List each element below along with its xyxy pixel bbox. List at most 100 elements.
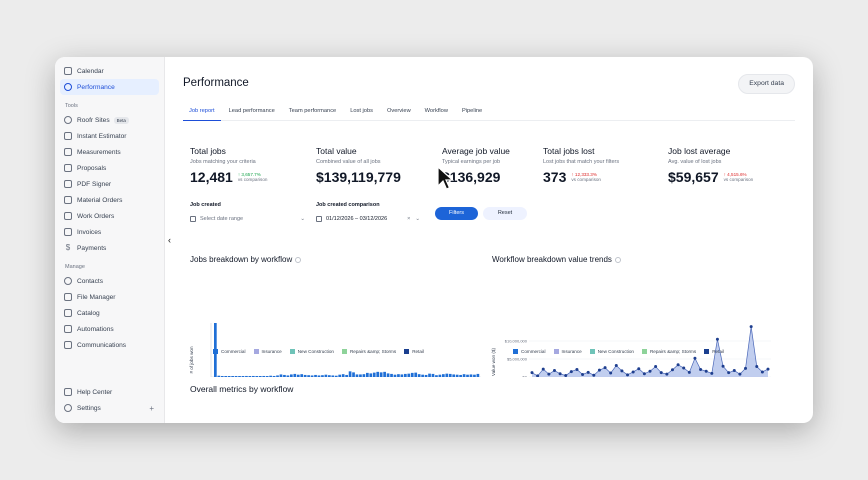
sidebar-item-contacts[interactable]: Contacts — [60, 273, 159, 289]
reset-button[interactable]: Reset — [483, 207, 527, 220]
tab-team-performance[interactable]: Team performance — [288, 108, 337, 114]
sidebar-item-label: Measurements — [77, 148, 121, 156]
legend-label: Insurance — [561, 349, 582, 354]
sidebar-item-calendar[interactable]: Calendar — [60, 63, 159, 79]
sidebar-item-settings[interactable]: Settings + — [60, 400, 159, 416]
bar — [227, 376, 231, 377]
sidebar-item-payments[interactable]: $ Payments — [60, 240, 159, 256]
sidebar-item-label: Communications — [77, 341, 127, 349]
sidebar-item-material-orders[interactable]: Material Orders — [60, 192, 159, 208]
data-point — [631, 370, 635, 374]
bar — [400, 374, 404, 377]
bar — [445, 373, 449, 377]
bar — [321, 375, 324, 377]
data-point — [530, 371, 534, 375]
comparison-date-input[interactable]: 01/12/2026 – 03/12/2026 × ⌄ — [316, 213, 431, 225]
legend-item[interactable]: New Construction — [289, 349, 334, 354]
data-point — [682, 366, 686, 370]
invoice-icon — [64, 228, 72, 236]
kpi-label: Total jobs — [190, 146, 226, 156]
bar — [300, 374, 304, 377]
clear-icon[interactable]: × — [407, 216, 411, 222]
legend-item[interactable]: Repairs &amp; Storms — [641, 349, 696, 354]
y-tick-label: $5,000,000 — [507, 357, 528, 362]
bar — [341, 374, 345, 377]
kpi-subtitle: Typical earnings per job — [442, 159, 501, 165]
sidebar-item-file-manager[interactable]: File Manager — [60, 289, 159, 305]
legend-item[interactable]: Commercial — [513, 349, 546, 354]
job-created-date-input[interactable]: Select date range ⌄ — [190, 213, 305, 225]
data-point — [699, 367, 703, 371]
data-point — [732, 369, 736, 373]
legend-item[interactable]: Commercial — [213, 349, 246, 354]
sidebar-item-proposals[interactable]: Proposals — [60, 160, 159, 176]
sidebar-item-measurements[interactable]: Measurements — [60, 144, 159, 160]
bar — [276, 375, 279, 377]
y-tick-label: $0 — [523, 375, 528, 378]
legend-item[interactable]: Retail — [704, 349, 724, 354]
sidebar-item-performance[interactable]: Performance — [60, 79, 159, 95]
tab-overview[interactable]: Overview — [386, 108, 411, 114]
bar — [359, 374, 362, 377]
legend-item[interactable]: Repairs &amp; Storms — [341, 349, 397, 354]
tab-lead-performance[interactable]: Lead performance — [228, 108, 275, 114]
sidebar-item-label: Contacts — [77, 277, 104, 285]
sidebar-item-help-center[interactable]: Help Center — [60, 384, 159, 400]
collapse-sidebar-icon[interactable]: ‹ — [168, 235, 171, 245]
pen-icon — [64, 180, 72, 188]
sidebar-item-invoices[interactable]: Invoices — [60, 224, 159, 240]
data-point — [541, 367, 545, 371]
sidebar-item-label: Proposals — [77, 164, 107, 172]
kpi-delta: ↑ 3,657.7% vs comparison — [238, 172, 268, 183]
tab-job-report[interactable]: Job report — [183, 101, 221, 121]
legend-item[interactable]: Insurance — [253, 349, 282, 354]
beta-badge: Beta — [113, 116, 129, 124]
data-point — [626, 373, 630, 377]
legend-item[interactable]: Retail — [404, 349, 424, 354]
info-icon[interactable] — [295, 256, 302, 263]
box-icon — [64, 196, 72, 204]
bar — [352, 372, 355, 377]
sidebar-item-catalog[interactable]: Catalog — [60, 305, 159, 321]
measurements-icon — [64, 148, 72, 156]
data-point — [704, 369, 708, 373]
sidebar-item-automations[interactable]: Automations — [60, 321, 159, 337]
kpi-subtitle: Lost jobs that match your filters — [543, 159, 620, 165]
kpi-delta-value: ↑ 3,657.7% — [237, 171, 261, 177]
data-point — [659, 371, 663, 375]
filters-button[interactable]: Filters — [435, 207, 478, 220]
sidebar-item-communications[interactable]: Communications — [60, 337, 159, 353]
sidebar-item-work-orders[interactable]: Work Orders — [60, 208, 159, 224]
add-icon[interactable]: + — [149, 403, 154, 413]
tab-workflow[interactable]: Workflow — [424, 108, 448, 114]
info-icon[interactable] — [614, 256, 621, 263]
sidebar-item-roofr-sites[interactable]: Roofr Sites Beta — [60, 112, 159, 128]
bar — [393, 374, 397, 377]
bar — [231, 376, 234, 377]
bar — [217, 375, 221, 377]
data-point — [766, 367, 770, 371]
legend-label: Repairs &amp; Storms — [349, 349, 397, 354]
sidebar-item-pdf-signer[interactable]: PDF Signer — [60, 176, 159, 192]
bar — [417, 374, 421, 377]
tab-lost-jobs[interactable]: Lost jobs — [350, 108, 373, 114]
legend-item[interactable]: Insurance — [553, 349, 582, 354]
sidebar-item-label: PDF Signer — [77, 180, 112, 188]
export-data-button[interactable]: Export data — [738, 74, 795, 94]
legend-item[interactable]: New Construction — [589, 349, 634, 354]
data-point — [654, 365, 658, 369]
bar — [383, 371, 386, 377]
mouse-cursor-icon — [437, 166, 455, 190]
data-point — [547, 372, 551, 376]
legend-label: Retail — [712, 349, 724, 354]
sidebar-item-instant-estimator[interactable]: Instant Estimator — [60, 128, 159, 144]
data-point — [760, 370, 764, 374]
chat-icon — [64, 341, 72, 349]
tab-pipeline[interactable]: Pipeline — [461, 108, 483, 114]
data-point — [670, 368, 674, 372]
bar — [262, 375, 266, 377]
kpi-delta: ↑ 12,333.3% vs comparison — [571, 172, 601, 183]
bar — [345, 374, 348, 377]
bar — [424, 374, 428, 377]
y-tick-label: $10,000,000 — [505, 339, 528, 344]
